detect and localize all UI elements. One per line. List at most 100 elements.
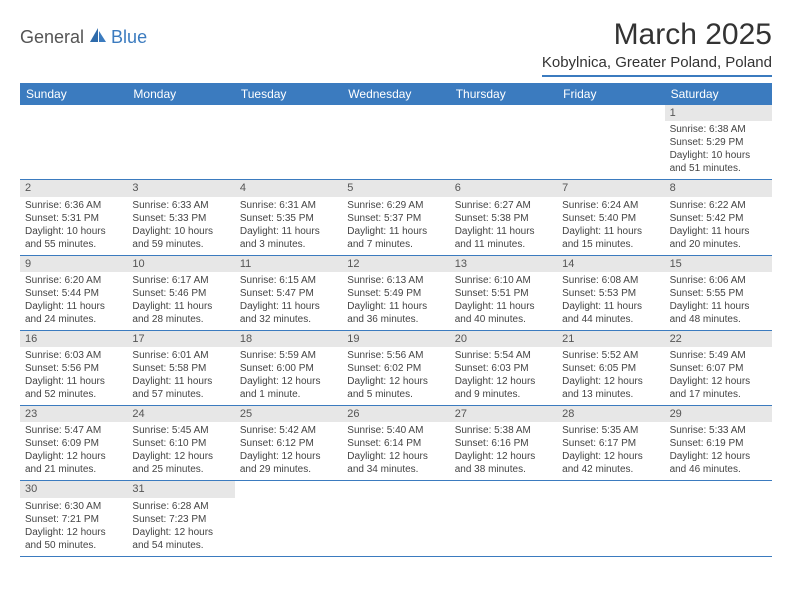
weekday-header-row: Sunday Monday Tuesday Wednesday Thursday… xyxy=(20,83,772,105)
calendar-day-cell: 21Sunrise: 5:52 AMSunset: 6:05 PMDayligh… xyxy=(557,331,664,405)
sunrise-text: Sunrise: 5:42 AM xyxy=(240,424,337,437)
calendar-week-row: 1Sunrise: 6:38 AMSunset: 5:29 PMDaylight… xyxy=(20,105,772,180)
sunset-text: Sunset: 6:00 PM xyxy=(240,362,337,375)
day-number: 15 xyxy=(665,256,772,272)
sunrise-text: Sunrise: 6:31 AM xyxy=(240,199,337,212)
sunset-text: Sunset: 6:14 PM xyxy=(347,437,444,450)
sunrise-text: Sunrise: 5:40 AM xyxy=(347,424,444,437)
daylight-text: and 51 minutes. xyxy=(670,162,767,175)
day-number: 27 xyxy=(450,406,557,422)
calendar-day-cell: 11Sunrise: 6:15 AMSunset: 5:47 PMDayligh… xyxy=(235,256,342,330)
calendar-day-cell: 13Sunrise: 6:10 AMSunset: 5:51 PMDayligh… xyxy=(450,256,557,330)
sunrise-text: Sunrise: 6:03 AM xyxy=(25,349,122,362)
day-number: 20 xyxy=(450,331,557,347)
calendar-day-cell: 19Sunrise: 5:56 AMSunset: 6:02 PMDayligh… xyxy=(342,331,449,405)
sunset-text: Sunset: 5:46 PM xyxy=(132,287,229,300)
calendar-day-cell: 12Sunrise: 6:13 AMSunset: 5:49 PMDayligh… xyxy=(342,256,449,330)
sunset-text: Sunset: 6:19 PM xyxy=(670,437,767,450)
daylight-text: Daylight: 12 hours xyxy=(25,526,122,539)
calendar-day-cell: 10Sunrise: 6:17 AMSunset: 5:46 PMDayligh… xyxy=(127,256,234,330)
calendar-day-cell: 16Sunrise: 6:03 AMSunset: 5:56 PMDayligh… xyxy=(20,331,127,405)
sunrise-text: Sunrise: 6:17 AM xyxy=(132,274,229,287)
daylight-text: and 40 minutes. xyxy=(455,313,552,326)
sunrise-text: Sunrise: 6:29 AM xyxy=(347,199,444,212)
day-number: 26 xyxy=(342,406,449,422)
calendar-day-cell: 23Sunrise: 5:47 AMSunset: 6:09 PMDayligh… xyxy=(20,406,127,480)
sunrise-text: Sunrise: 5:52 AM xyxy=(562,349,659,362)
sunset-text: Sunset: 6:03 PM xyxy=(455,362,552,375)
daylight-text: and 1 minute. xyxy=(240,388,337,401)
daylight-text: Daylight: 11 hours xyxy=(455,225,552,238)
calendar-day-cell: 31Sunrise: 6:28 AMSunset: 7:23 PMDayligh… xyxy=(127,481,234,555)
calendar-day-cell: 3Sunrise: 6:33 AMSunset: 5:33 PMDaylight… xyxy=(127,180,234,254)
sunrise-text: Sunrise: 5:45 AM xyxy=(132,424,229,437)
daylight-text: Daylight: 11 hours xyxy=(455,300,552,313)
day-number: 1 xyxy=(665,105,772,121)
sunset-text: Sunset: 7:21 PM xyxy=(25,513,122,526)
daylight-text: Daylight: 12 hours xyxy=(240,375,337,388)
sunrise-text: Sunrise: 6:08 AM xyxy=(562,274,659,287)
calendar-empty-cell xyxy=(450,481,557,555)
day-number: 31 xyxy=(127,481,234,497)
daylight-text: Daylight: 11 hours xyxy=(562,225,659,238)
daylight-text: and 24 minutes. xyxy=(25,313,122,326)
daylight-text: Daylight: 11 hours xyxy=(670,225,767,238)
weekday-header: Thursday xyxy=(450,83,557,105)
daylight-text: Daylight: 10 hours xyxy=(670,149,767,162)
daylight-text: and 17 minutes. xyxy=(670,388,767,401)
logo-text-blue: Blue xyxy=(111,27,147,48)
daylight-text: Daylight: 12 hours xyxy=(347,450,444,463)
weekday-header: Saturday xyxy=(665,83,772,105)
calendar-empty-cell xyxy=(342,481,449,555)
calendar-day-cell: 24Sunrise: 5:45 AMSunset: 6:10 PMDayligh… xyxy=(127,406,234,480)
sunrise-text: Sunrise: 5:38 AM xyxy=(455,424,552,437)
calendar-week-row: 23Sunrise: 5:47 AMSunset: 6:09 PMDayligh… xyxy=(20,406,772,481)
day-number: 21 xyxy=(557,331,664,347)
sunrise-text: Sunrise: 6:13 AM xyxy=(347,274,444,287)
sunset-text: Sunset: 5:37 PM xyxy=(347,212,444,225)
logo: General Blue xyxy=(20,18,147,49)
daylight-text: Daylight: 11 hours xyxy=(347,225,444,238)
day-number: 5 xyxy=(342,180,449,196)
calendar-day-cell: 28Sunrise: 5:35 AMSunset: 6:17 PMDayligh… xyxy=(557,406,664,480)
weekday-header: Friday xyxy=(557,83,664,105)
sunrise-text: Sunrise: 5:49 AM xyxy=(670,349,767,362)
calendar-day-cell: 22Sunrise: 5:49 AMSunset: 6:07 PMDayligh… xyxy=(665,331,772,405)
calendar-day-cell: 20Sunrise: 5:54 AMSunset: 6:03 PMDayligh… xyxy=(450,331,557,405)
calendar-week-row: 30Sunrise: 6:30 AMSunset: 7:21 PMDayligh… xyxy=(20,481,772,556)
weekday-header: Monday xyxy=(127,83,234,105)
sunset-text: Sunset: 5:38 PM xyxy=(455,212,552,225)
daylight-text: and 34 minutes. xyxy=(347,463,444,476)
daylight-text: and 5 minutes. xyxy=(347,388,444,401)
calendar-empty-cell xyxy=(235,481,342,555)
sunset-text: Sunset: 6:09 PM xyxy=(25,437,122,450)
sunrise-text: Sunrise: 5:35 AM xyxy=(562,424,659,437)
day-number: 29 xyxy=(665,406,772,422)
sunset-text: Sunset: 5:53 PM xyxy=(562,287,659,300)
calendar-empty-cell xyxy=(665,481,772,555)
daylight-text: Daylight: 11 hours xyxy=(132,375,229,388)
calendar-empty-cell xyxy=(342,105,449,179)
day-number: 18 xyxy=(235,331,342,347)
weekday-header: Wednesday xyxy=(342,83,449,105)
daylight-text: Daylight: 11 hours xyxy=(562,300,659,313)
day-number: 11 xyxy=(235,256,342,272)
sunset-text: Sunset: 6:05 PM xyxy=(562,362,659,375)
daylight-text: Daylight: 12 hours xyxy=(25,450,122,463)
day-number: 4 xyxy=(235,180,342,196)
calendar-day-cell: 4Sunrise: 6:31 AMSunset: 5:35 PMDaylight… xyxy=(235,180,342,254)
sunrise-text: Sunrise: 6:28 AM xyxy=(132,500,229,513)
daylight-text: and 55 minutes. xyxy=(25,238,122,251)
daylight-text: and 42 minutes. xyxy=(562,463,659,476)
calendar-day-cell: 17Sunrise: 6:01 AMSunset: 5:58 PMDayligh… xyxy=(127,331,234,405)
sunrise-text: Sunrise: 6:01 AM xyxy=(132,349,229,362)
sunset-text: Sunset: 5:42 PM xyxy=(670,212,767,225)
header: General Blue March 2025 Kobylnica, Great… xyxy=(20,18,772,77)
day-number: 14 xyxy=(557,256,664,272)
sunset-text: Sunset: 5:29 PM xyxy=(670,136,767,149)
day-number: 13 xyxy=(450,256,557,272)
calendar-empty-cell xyxy=(235,105,342,179)
daylight-text: Daylight: 12 hours xyxy=(670,375,767,388)
daylight-text: and 50 minutes. xyxy=(25,539,122,552)
daylight-text: Daylight: 11 hours xyxy=(670,300,767,313)
